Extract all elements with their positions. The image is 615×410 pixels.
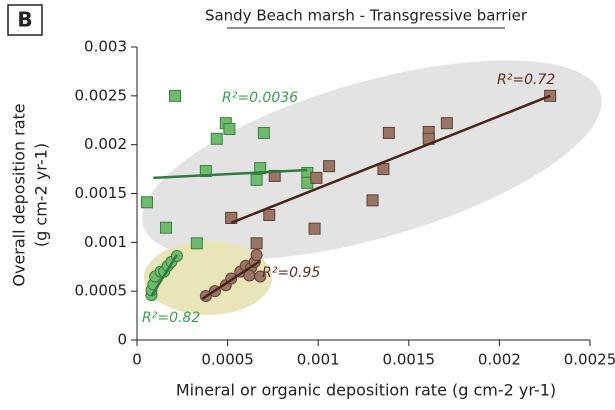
point	[169, 89, 182, 102]
point	[190, 237, 203, 250]
y-tick-label: 0.002	[84, 135, 127, 153]
point	[140, 196, 153, 209]
point	[310, 171, 323, 184]
trend-line	[153, 168, 308, 180]
chart-title: Sandy Beach marsh - Transgressive barrie…	[205, 7, 528, 25]
y-axis-label: (g cm-2 yr-1)	[32, 143, 51, 247]
y-tick-label: 0.001	[84, 233, 127, 251]
point	[382, 126, 395, 139]
point	[159, 221, 172, 234]
point	[250, 173, 263, 186]
trend-line	[150, 254, 178, 297]
r-squared-label: R²=0.95	[262, 265, 320, 281]
point	[366, 194, 379, 207]
y-tick-label: 0.0005	[75, 282, 128, 300]
x-tick-label: 0.0015	[383, 351, 436, 369]
point	[250, 237, 263, 250]
panel-box	[7, 4, 43, 36]
point	[377, 163, 390, 176]
panel-label: B	[17, 8, 32, 32]
point	[199, 165, 212, 178]
y-tick-label: 0.0015	[75, 184, 128, 202]
x-tick-label: 0	[132, 351, 142, 369]
y-tick-label: 0.003	[84, 38, 127, 56]
point	[440, 117, 453, 130]
x-axis-label: Mineral or organic deposition rate (g cm…	[176, 381, 556, 400]
y-tick-label: 0.0025	[75, 86, 128, 104]
group-ellipse	[142, 60, 602, 260]
point	[250, 249, 263, 262]
x-tick-label: 0.001	[297, 351, 340, 369]
trend-line	[230, 94, 551, 224]
r-squared-label: R²=0.82	[142, 310, 200, 326]
trend-line	[201, 259, 261, 301]
point	[268, 169, 281, 182]
y-axis-label: Overall deposition rate	[10, 103, 29, 286]
point	[263, 208, 276, 221]
point	[223, 123, 236, 136]
r-squared-label: R²=0.0036	[222, 90, 298, 106]
r-squared-label: R²=0.72	[497, 72, 555, 88]
x-tick-label: 0.0025	[564, 351, 615, 369]
x-tick-label: 0.002	[478, 351, 521, 369]
y-tick-label: 0	[117, 331, 127, 349]
point	[225, 211, 238, 224]
point	[308, 222, 321, 235]
point	[257, 126, 270, 139]
x-tick-label: 0.0005	[201, 351, 254, 369]
point	[210, 132, 223, 145]
point	[243, 269, 256, 282]
point	[323, 160, 336, 173]
